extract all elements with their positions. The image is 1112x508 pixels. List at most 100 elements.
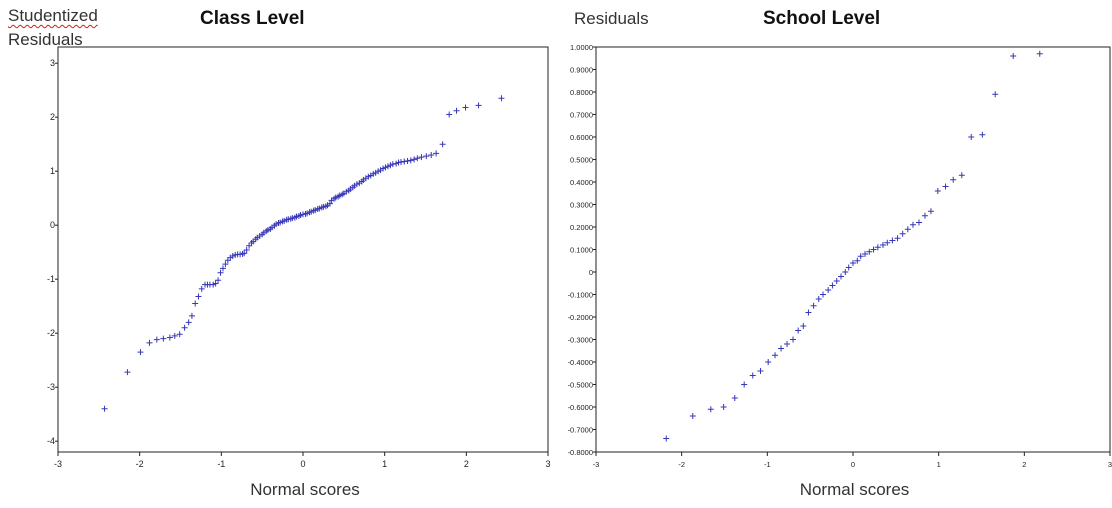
school-xtick-label: -1 bbox=[764, 460, 771, 469]
class-data-point bbox=[212, 280, 219, 287]
school-data-point bbox=[772, 352, 779, 359]
class-data-point bbox=[181, 324, 188, 331]
school-ytick-label: -0.2000 bbox=[568, 313, 593, 322]
class-data-point bbox=[439, 141, 446, 148]
school-ytick-label: 1.0000 bbox=[570, 43, 593, 52]
school-data-point bbox=[731, 395, 738, 401]
class-data-point bbox=[166, 334, 173, 341]
class-data-point bbox=[215, 277, 222, 284]
class-data-point bbox=[153, 336, 160, 343]
left-xlabel: Normal scores bbox=[250, 480, 360, 499]
class-data-point bbox=[192, 300, 199, 307]
school-ytick-label: 0 bbox=[589, 268, 593, 277]
school-data-point bbox=[894, 235, 901, 242]
school-data-point bbox=[805, 309, 812, 316]
class-data-point bbox=[462, 104, 469, 111]
school-data-point bbox=[800, 323, 807, 329]
class-data-point bbox=[404, 157, 411, 164]
class-data-point bbox=[418, 154, 425, 161]
class-data-point bbox=[475, 102, 482, 109]
class-data-point bbox=[498, 95, 505, 102]
class-data-point bbox=[414, 155, 421, 162]
left-chart-title: Class Level bbox=[200, 8, 305, 29]
school-data-point bbox=[825, 287, 832, 293]
class-xtick-label: -3 bbox=[54, 459, 62, 469]
school-data-point bbox=[874, 244, 881, 251]
school-data-point bbox=[850, 260, 856, 266]
school-ytick-label: 0.9000 bbox=[570, 66, 593, 75]
school-data-point bbox=[663, 435, 670, 442]
class-data-point bbox=[195, 293, 202, 300]
school-data-point bbox=[921, 212, 928, 219]
school-ytick-label: 0.2000 bbox=[570, 223, 593, 232]
school-ytick-label: -0.3000 bbox=[568, 336, 593, 345]
school-data-point bbox=[915, 219, 922, 226]
class-ytick-label: -2 bbox=[47, 328, 55, 338]
school-xtick-label: 2 bbox=[1022, 460, 1026, 469]
class-data-point bbox=[398, 159, 404, 166]
school-ytick-label: 0.3000 bbox=[570, 201, 593, 210]
class-data-point bbox=[423, 153, 430, 160]
class-xtick-label: 2 bbox=[464, 459, 469, 469]
school-data-point bbox=[979, 131, 986, 138]
school-data-point bbox=[1036, 50, 1043, 57]
class-data-point bbox=[243, 247, 250, 254]
class-data-point bbox=[160, 335, 167, 342]
school-xtick-label: -2 bbox=[678, 460, 685, 469]
class-data-point bbox=[176, 331, 183, 338]
school-data-point bbox=[784, 341, 791, 347]
school-data-point bbox=[884, 239, 891, 246]
class-data-point bbox=[326, 200, 333, 207]
school-data-point bbox=[968, 134, 975, 140]
school-data-point bbox=[861, 251, 868, 257]
school-data-point bbox=[958, 172, 965, 179]
class-data-point bbox=[124, 369, 131, 376]
school-data-point bbox=[838, 273, 845, 280]
class-data-point bbox=[101, 405, 108, 412]
school-data-point bbox=[879, 242, 886, 248]
class-ytick-label: -1 bbox=[47, 274, 55, 284]
school-data-point bbox=[765, 359, 772, 365]
school-ytick-label: -0.8000 bbox=[568, 448, 593, 457]
class-data-point bbox=[198, 285, 205, 292]
class-ytick-label: -4 bbox=[47, 436, 55, 446]
class-data-point bbox=[185, 319, 192, 326]
school-ytick-label: 0.6000 bbox=[570, 133, 593, 142]
class-plot-frame bbox=[57, 46, 549, 453]
class-ytick-label: 0 bbox=[50, 220, 55, 230]
school-data-point bbox=[934, 188, 941, 194]
school-xtick-label: 3 bbox=[1108, 460, 1112, 469]
school-data-point bbox=[992, 91, 999, 98]
school-data-point bbox=[689, 413, 696, 419]
class-data-point bbox=[411, 156, 418, 163]
left-ylabel-line1: Studentized bbox=[8, 6, 98, 25]
school-data-point bbox=[899, 230, 906, 237]
class-ytick-label: -3 bbox=[47, 382, 55, 392]
school-ytick-label: -0.1000 bbox=[568, 291, 593, 300]
school-ytick-label: 0.4000 bbox=[570, 178, 593, 187]
class-data-point bbox=[171, 332, 178, 339]
class-xtick-label: -1 bbox=[217, 459, 225, 469]
school-data-point bbox=[909, 221, 916, 228]
school-data-point bbox=[942, 183, 949, 190]
school-ytick-label: 0.1000 bbox=[570, 246, 593, 255]
school-data-point bbox=[778, 345, 785, 352]
class-data-point bbox=[222, 261, 229, 268]
class-data-point bbox=[188, 312, 195, 319]
school-data-point bbox=[829, 282, 836, 289]
class-xtick-label: -2 bbox=[136, 459, 144, 469]
school-data-point bbox=[720, 404, 727, 410]
school-data-point bbox=[741, 381, 748, 388]
class-xtick-label: 1 bbox=[382, 459, 387, 469]
school-data-point bbox=[707, 406, 714, 413]
class-ytick-label: 3 bbox=[50, 58, 55, 68]
school-ytick-label: 0.8000 bbox=[570, 88, 593, 97]
class-xtick-label: 0 bbox=[300, 459, 305, 469]
school-data-point bbox=[820, 291, 827, 298]
school-data-point bbox=[854, 257, 861, 264]
school-xtick-label: 1 bbox=[937, 460, 941, 469]
class-data-point bbox=[241, 250, 248, 257]
right-chart-title: School Level bbox=[763, 8, 881, 29]
school-data-point bbox=[842, 269, 849, 275]
right-xlabel: Normal scores bbox=[799, 480, 910, 499]
